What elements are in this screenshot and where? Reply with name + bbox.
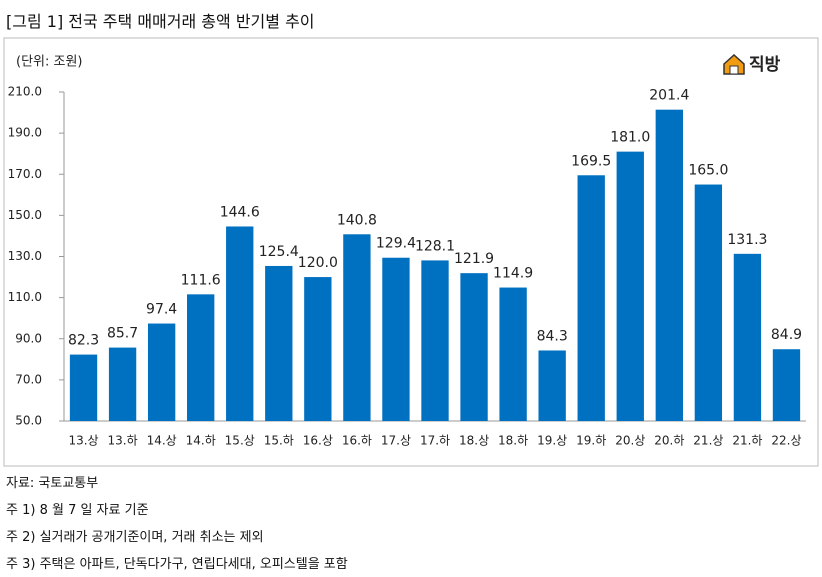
x-tick-label: 19.상 xyxy=(537,434,567,448)
value-label: 84.9 xyxy=(771,327,802,343)
x-tick-label: 17.하 xyxy=(420,434,450,448)
value-label: 181.0 xyxy=(610,130,650,146)
x-tick-label: 16.하 xyxy=(342,434,372,448)
value-label: 128.1 xyxy=(415,238,455,254)
value-label: 201.4 xyxy=(649,88,689,104)
x-tick-label: 14.상 xyxy=(147,434,177,448)
value-label: 125.4 xyxy=(259,244,299,260)
chart-subtitle: (단위: 조원) xyxy=(16,55,83,70)
x-tick-label: 21.상 xyxy=(693,434,723,448)
y-tick-label: 170.0 xyxy=(8,167,42,181)
x-tick-label: 20.하 xyxy=(654,434,684,448)
value-label: 111.6 xyxy=(181,272,221,288)
y-tick-label: 210.0 xyxy=(8,85,42,99)
bar xyxy=(226,226,254,421)
bar xyxy=(108,347,137,421)
bar xyxy=(343,234,371,421)
x-tick-label: 15.하 xyxy=(264,434,294,448)
y-tick-label: 50.0 xyxy=(15,414,42,428)
bar xyxy=(616,151,644,421)
bar xyxy=(577,175,605,421)
bar xyxy=(538,350,566,421)
note: 주 3) 주택은 아파트, 단독다가구, 연립다세대, 오피스텔을 포함 xyxy=(6,557,348,572)
x-tick-label: 13.하 xyxy=(108,434,138,448)
bar xyxy=(147,323,176,421)
x-tick-label: 20.상 xyxy=(615,434,645,448)
value-label: 131.3 xyxy=(727,232,767,248)
bar xyxy=(772,349,801,421)
value-label: 129.4 xyxy=(376,236,416,252)
value-label: 121.9 xyxy=(454,251,494,267)
note: 주 1) 8 월 7 일 자료 기준 xyxy=(6,503,149,518)
bar xyxy=(382,257,410,421)
y-tick-label: 70.0 xyxy=(15,372,42,386)
x-tick-label: 21.하 xyxy=(732,434,762,448)
bar xyxy=(304,277,332,421)
value-label: 82.3 xyxy=(68,333,99,349)
value-label: 140.8 xyxy=(337,212,377,228)
logo: 직방 xyxy=(723,53,781,75)
x-tick-label: 15.상 xyxy=(225,434,255,448)
value-label: 97.4 xyxy=(146,302,177,318)
y-tick-label: 110.0 xyxy=(8,290,42,304)
note: 주 2) 실거래가 공개기준이며, 거래 취소는 제외 xyxy=(6,530,264,545)
chart: (단위: 조원) 직방 50.0 70.0 90.0 110.0 130.0 150.0 1… xyxy=(3,37,819,467)
x-tick-label: 16.상 xyxy=(303,434,333,448)
y-tick-label: 90.0 xyxy=(15,331,42,345)
x-tick-label: 17.상 xyxy=(381,434,411,448)
bar xyxy=(265,265,293,421)
x-tick-label: 19.하 xyxy=(576,434,606,448)
x-tick-label: 18.상 xyxy=(459,434,489,448)
value-label: 165.0 xyxy=(688,163,728,179)
bar xyxy=(694,184,723,421)
bar xyxy=(499,287,527,421)
x-tick-label: 18.하 xyxy=(498,434,528,448)
x-tick-label: 13.상 xyxy=(68,434,98,448)
bar xyxy=(733,253,762,421)
y-tick-label: 150.0 xyxy=(8,208,42,222)
x-tick-label: 22.상 xyxy=(771,434,801,448)
y-tick-label: 190.0 xyxy=(8,126,42,140)
logo-text: 직방 xyxy=(749,55,781,75)
x-tick-label: 14.하 xyxy=(186,434,216,448)
y-tick-label: 130.0 xyxy=(8,249,42,263)
figure-title: [그림 1] 전국 주택 매매거래 총액 반기별 추이 xyxy=(6,12,315,31)
bar xyxy=(460,273,488,421)
value-label: 85.7 xyxy=(107,326,138,342)
bar xyxy=(187,294,215,421)
note: 자료: 국토교통부 xyxy=(6,476,99,491)
bar xyxy=(421,260,449,421)
bar xyxy=(655,109,683,421)
value-label: 144.6 xyxy=(220,204,260,220)
bar xyxy=(69,354,98,421)
value-label: 114.9 xyxy=(493,266,533,282)
value-label: 120.0 xyxy=(298,255,338,271)
value-label: 84.3 xyxy=(537,328,568,344)
value-label: 169.5 xyxy=(571,153,611,169)
